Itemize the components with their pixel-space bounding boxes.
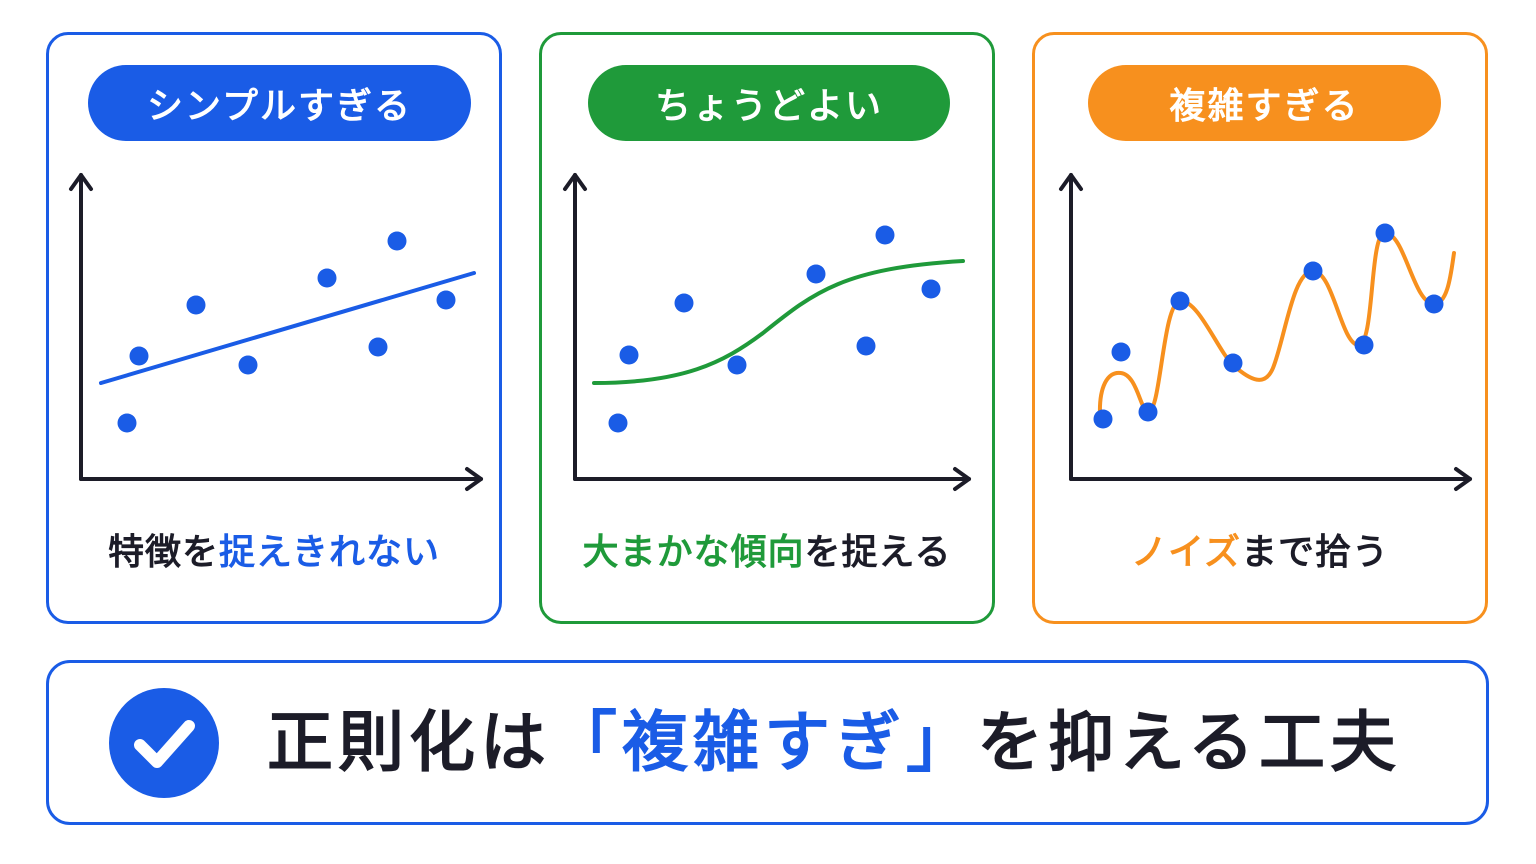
title-pill: ちょうどよい (588, 65, 950, 141)
data-point (186, 295, 206, 315)
fit-curve (592, 259, 965, 385)
data-point (875, 225, 895, 245)
x-axis-arrow (465, 467, 483, 491)
data-point (921, 279, 941, 299)
banner-text: 正則化は「複雑すぎ」を抑える工夫 (267, 663, 1401, 822)
data-point (387, 231, 407, 251)
data-point (727, 355, 747, 375)
banner-part-3: を抑える工夫 (977, 704, 1402, 781)
data-point (674, 293, 694, 313)
plot-just-right (563, 173, 971, 491)
banner-part-2: 「複雑すぎ」 (551, 704, 977, 781)
caption-part-1: 特徴を (108, 532, 220, 573)
data-point (1354, 335, 1374, 355)
regularization-banner: 正則化は「複雑すぎ」を抑える工夫 (46, 660, 1489, 825)
title-pill: 複雑すぎる (1088, 65, 1441, 141)
data-point (1223, 353, 1243, 373)
plot-too-complex (1059, 173, 1472, 491)
data-point (129, 346, 149, 366)
data-point (1111, 342, 1131, 362)
data-point (806, 264, 826, 284)
panel-just-right: ちょうどよい 大まかな傾向を捉える (539, 32, 995, 624)
data-point (856, 336, 876, 356)
data-point (608, 413, 628, 433)
banner-part-1: 正則化は (267, 704, 551, 781)
panel-too-complex: 複雑すぎる ノイズまで拾う (1032, 32, 1488, 624)
fit-curve (1097, 230, 1456, 417)
data-point (238, 355, 258, 375)
data-point (1375, 223, 1395, 243)
plot-too-simple (69, 173, 483, 491)
data-point (1303, 261, 1323, 281)
data-point (1170, 291, 1190, 311)
caption-part-2: まで拾う (1240, 532, 1389, 573)
caption-part-1: 大まかな傾向 (582, 532, 805, 573)
caption-part-2: 捉えきれない (219, 532, 440, 573)
caption: 大まかな傾向を捉える (542, 523, 992, 575)
caption: 特徴を捉えきれない (49, 523, 499, 575)
caption-part-2: を捉える (804, 532, 952, 573)
data-point (317, 268, 337, 288)
caption: ノイズまで拾う (1035, 523, 1485, 575)
y-axis-arrow (1059, 173, 1083, 191)
data-point (1093, 409, 1113, 429)
data-point (1138, 402, 1158, 422)
data-points (117, 231, 456, 433)
data-point (117, 413, 137, 433)
data-point (436, 290, 456, 310)
y-axis-arrow (69, 173, 93, 191)
caption-part-1: ノイズ (1131, 532, 1241, 573)
data-point (619, 345, 639, 365)
x-axis-arrow (953, 467, 971, 491)
fit-line (99, 271, 476, 385)
data-point (1424, 294, 1444, 314)
x-axis-arrow (1454, 467, 1472, 491)
data-point (368, 337, 388, 357)
y-axis-arrow (563, 173, 587, 191)
data-points (1093, 223, 1444, 429)
check-circle-icon (109, 688, 219, 798)
data-points (608, 225, 941, 433)
title-pill: シンプルすぎる (88, 65, 471, 141)
panel-too-simple: シンプルすぎる 特徴を捉えきれない (46, 32, 502, 624)
